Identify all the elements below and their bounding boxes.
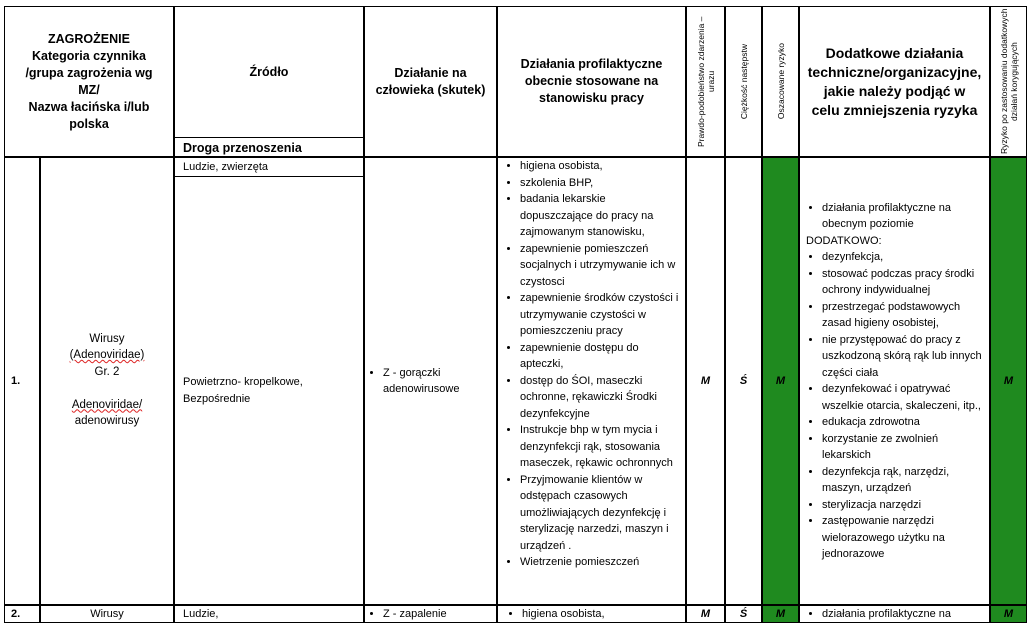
row2-current-measures: higiena osobista,	[497, 605, 686, 623]
route-text: Powietrzno- kropelkowe, Bezpośrednie	[183, 376, 303, 405]
probability-value: M	[700, 374, 711, 387]
residual-risk-value: M	[1003, 374, 1014, 387]
row-number: 2.	[11, 608, 21, 620]
measure-item: badania lekarskie dopuszczające do pracy…	[520, 191, 679, 241]
header-hazard-line: Nazwa łacińska i/lub	[28, 99, 150, 114]
header-probability: Prawdo-podobieństwo zdarzenia – urazu	[686, 6, 725, 157]
measure-item: dostęp do ŚOI, maseczki ochronne, rękawi…	[520, 373, 679, 423]
header-route: Droga przenoszenia	[174, 137, 364, 157]
row1-route: Powietrzno- kropelkowe, Bezpośrednie	[174, 176, 364, 605]
row1-residual-risk: M	[990, 157, 1027, 605]
header-residual-risk: Ryzyko po zastosowaniu dodatkowych dział…	[990, 6, 1027, 157]
residual-risk-value: M	[1003, 608, 1014, 620]
row1-source: Ludzie, zwierzęta	[174, 157, 364, 177]
row2-source: Ludzie,	[174, 605, 364, 623]
additional-item: działania profilaktyczne na	[822, 606, 989, 623]
header-additional-text: Dodatkowe działania techniczne/organizac…	[807, 44, 982, 118]
header-hazard-line: Kategoria czynnika	[32, 48, 146, 63]
header-residual-text: Ryzyko po zastosowaniu dodatkowych dział…	[998, 8, 1019, 155]
hazard-line: adenowirusy	[74, 415, 140, 427]
measure-item: higiena osobista,	[520, 158, 679, 175]
additional-item: działania profilaktyczne na obecnym pozi…	[822, 200, 985, 233]
source-text: Ludzie, zwierzęta	[183, 161, 268, 173]
header-hazard-line: ZAGROŻENIE	[48, 31, 130, 46]
row2-hazard: Wirusy	[40, 605, 174, 623]
row1-severity: Ś	[725, 157, 762, 605]
header-hazard-line: polska	[69, 116, 109, 131]
additional-item: edukacja zdrowotna	[822, 414, 985, 431]
header-estimated-risk: Oszacowane ryzyko	[762, 6, 799, 157]
additional-item: stosować podczas pracy środki ochrony in…	[822, 266, 985, 299]
measure-item: zapewnienie środków czystości i utrzymyw…	[520, 290, 679, 340]
header-severity: Ciężkość następstw	[725, 6, 762, 157]
estimated-risk-value: M	[775, 608, 786, 620]
additional-item: dezynfekcja rąk, narzędzi, maszyn, urząd…	[822, 464, 985, 497]
row2-effect: Z - zapalenie	[364, 605, 497, 623]
header-source-text: Źródło	[249, 64, 289, 79]
additional-label: DODATKOWO:	[806, 234, 882, 247]
additional-item: dezynfekować i opatrywać wszelkie otarci…	[822, 381, 985, 414]
header-probability-text: Prawdo-podobieństwo zdarzenia – urazu	[695, 16, 716, 147]
row1-additional-measures: działania profilaktyczne na obecnym pozi…	[799, 157, 990, 605]
row1-number: 1.	[4, 157, 40, 605]
header-severity-text: Ciężkość następstw	[738, 43, 749, 120]
additional-item: dezynfekcja,	[822, 249, 985, 266]
row-number: 1.	[11, 374, 21, 387]
additional-item: przestrzegać podstawowych zasad higieny …	[822, 299, 985, 332]
row2-residual-risk: M	[990, 605, 1027, 623]
estimated-risk-value: M	[775, 374, 786, 387]
measure-item: higiena osobista,	[522, 606, 685, 623]
hazard-line: Adenoviridae/	[71, 398, 143, 411]
row2-number: 2.	[4, 605, 40, 623]
row2-severity: Ś	[725, 605, 762, 623]
additional-item: nie przystępować do pracy z uszkodzoną s…	[822, 332, 985, 382]
additional-item: zastępowanie narzędzi wielorazowego użyt…	[822, 513, 985, 563]
row2-additional-measures: działania profilaktyczne na	[799, 605, 990, 623]
hazard-line: Wirusy	[89, 332, 125, 345]
row1-effect: Z - gorączki adenowirusowe	[364, 157, 497, 605]
hazard-line: (Adenoviridae)	[69, 349, 145, 361]
hazard-line	[70, 380, 145, 397]
measure-item: Przyjmowanie klientów w odstępach czasow…	[520, 472, 679, 555]
header-source: Źródło	[174, 6, 364, 138]
measure-item: zapewnienie dostępu do apteczki,	[520, 340, 679, 373]
row1-probability: M	[686, 157, 725, 605]
hazard-text: Wirusy	[90, 608, 124, 620]
row1-hazard: Wirusy (Adenoviridae) Gr. 2 Adenoviridae…	[40, 157, 174, 605]
effect-item: Z - gorączki adenowirusowe	[383, 365, 496, 398]
header-additional-measures: Dodatkowe działania techniczne/organizac…	[799, 6, 990, 157]
additional-item: sterylizacja narzędzi	[822, 497, 985, 514]
row2-estimated-risk: M	[762, 605, 799, 623]
row1-estimated-risk: M	[762, 157, 799, 605]
header-hazard-line: MZ/	[78, 82, 100, 97]
header-effect-text: Działanie na człowieka (skutek)	[375, 65, 486, 97]
row2-probability: M	[686, 605, 725, 623]
measure-item: Instrukcje bhp w tym mycia i denzynfekcj…	[520, 422, 679, 472]
additional-item: korzystanie ze zwolnień lekarskich	[822, 431, 985, 464]
header-route-text: Droga przenoszenia	[183, 141, 302, 155]
source-text: Ludzie,	[183, 608, 219, 620]
header-hazard-line: /grupa zagrożenia wg	[25, 65, 153, 80]
header-current-measures: Działania profilaktyczne obecnie stosowa…	[497, 6, 686, 157]
header-current-text: Działania profilaktyczne obecnie stosowa…	[520, 57, 663, 105]
severity-value: Ś	[739, 608, 748, 620]
measure-item: Wietrzenie pomieszczeń	[520, 554, 679, 571]
hazard-line: Gr. 2	[94, 365, 120, 378]
measure-item: zapewnienie pomieszczeń socjalnych i utr…	[520, 241, 679, 291]
row1-current-measures: higiena osobista, szkolenia BHP, badania…	[497, 157, 686, 605]
header-hazard: ZAGROŻENIE Kategoria czynnika /grupa zag…	[4, 6, 174, 157]
probability-value: M	[700, 608, 711, 620]
header-effect: Działanie na człowieka (skutek)	[364, 6, 497, 157]
effect-item: Z - zapalenie	[383, 606, 496, 623]
measure-item: szkolenia BHP,	[520, 175, 679, 192]
severity-value: Ś	[739, 374, 748, 387]
header-estimated-text: Oszacowane ryzyko	[775, 43, 786, 120]
